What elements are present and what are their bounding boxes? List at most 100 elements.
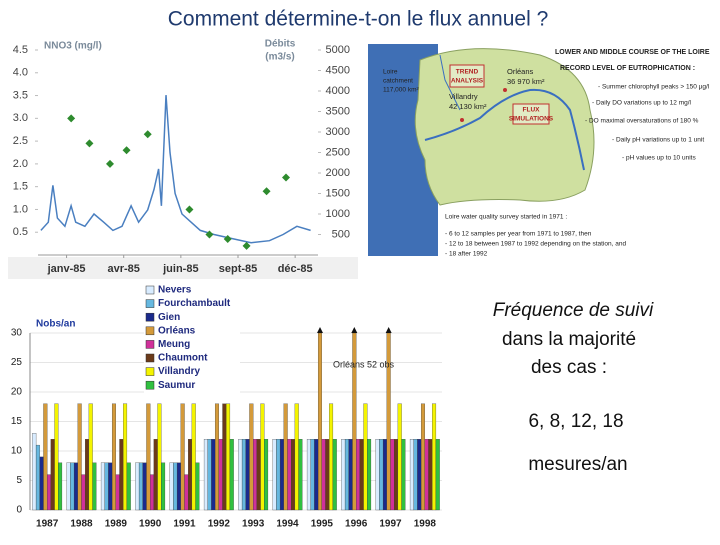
y-tick-label: 25: [11, 357, 23, 368]
y-tick-label: 4.5: [13, 44, 28, 56]
legend-label: Chaumont: [158, 353, 208, 364]
river: [439, 54, 461, 111]
catchment: [414, 48, 595, 206]
x-tick-label: juin-85: [162, 263, 198, 275]
river: [424, 88, 585, 171]
y2-axis-label: (m3/s): [265, 52, 294, 63]
map-bullet: - Daily DO variations up to 12 mg/l: [592, 100, 692, 107]
x-tick-label: 1989: [105, 519, 128, 530]
bar: [417, 439, 422, 511]
bar: [253, 439, 258, 511]
bar: [150, 474, 155, 511]
x-tick-label: 1993: [242, 519, 265, 530]
bar: [180, 403, 185, 511]
y-axis-label: Nobs/an: [36, 319, 75, 330]
nitrate-point: [122, 146, 131, 155]
station: [503, 88, 507, 92]
bar: [279, 439, 284, 511]
nitrate-point: [205, 230, 214, 239]
map-label: 42 130 km²: [449, 102, 487, 111]
bar: [260, 403, 265, 511]
survey-note: - 12 to 18 between 1987 to 1992 dependin…: [445, 241, 626, 248]
bar: [306, 439, 311, 511]
y-tick-label: 30: [11, 328, 23, 339]
bar: [104, 462, 109, 511]
x-tick-label: janv-85: [47, 263, 86, 275]
bar: [272, 439, 277, 511]
overflow-arrow: [316, 327, 323, 333]
bar: [184, 474, 189, 511]
y-tick-label: 20: [11, 387, 23, 398]
bar: [146, 403, 151, 511]
x-tick-label: 1991: [173, 519, 196, 530]
nitrate-point: [85, 139, 94, 148]
x-tick-label: 1995: [311, 519, 334, 530]
bar: [317, 332, 322, 511]
x-tick-label: avr-85: [108, 263, 140, 275]
legend-swatch: [145, 312, 155, 322]
bar: [66, 462, 71, 511]
nitrate-point: [223, 235, 232, 244]
survey-note: - 6 to 12 samples per year from 1971 to …: [445, 231, 592, 238]
y2-tick-label: 3000: [326, 126, 350, 138]
text-line: Fréquence de suivi: [493, 300, 654, 321]
y2-tick-label: 2000: [326, 167, 350, 179]
legend-swatch: [145, 285, 155, 295]
bar: [43, 403, 48, 511]
y2-tick-label: 3500: [326, 105, 350, 117]
map-label: Loire: [383, 69, 398, 76]
bar: [238, 439, 243, 511]
bar: [92, 462, 97, 511]
y-tick-label: 1.5: [13, 181, 28, 193]
bar: [276, 439, 281, 511]
bar: [310, 439, 315, 511]
y2-tick-label: 1500: [326, 187, 350, 199]
nitrate-point: [143, 130, 152, 139]
bar: [397, 403, 402, 511]
bar: [245, 439, 250, 511]
bar: [428, 439, 433, 511]
bar: [256, 439, 261, 511]
flow-line: [40, 95, 311, 244]
bar: [401, 439, 406, 511]
nitrate-point: [106, 159, 114, 168]
bar: [115, 474, 120, 511]
overflow-arrow: [385, 327, 392, 333]
legend-swatch: [145, 299, 155, 308]
annotation: Orléans 52 obs: [333, 359, 395, 369]
y2-tick-label: 2500: [326, 146, 350, 158]
bar: [390, 439, 395, 511]
legend-label: Fourchambault: [158, 298, 231, 309]
bar: [356, 439, 361, 511]
y2-tick-label: 500: [332, 228, 350, 240]
nitrate-point: [262, 187, 271, 196]
y-tick-label: 15: [11, 416, 23, 427]
bar: [161, 462, 166, 511]
bar: [367, 439, 372, 511]
bar: [294, 403, 299, 511]
bar: [157, 403, 162, 511]
bar: [32, 433, 37, 511]
legend-label: Orléans: [158, 325, 196, 336]
legend-label: Gien: [158, 312, 180, 323]
bar: [85, 439, 90, 511]
x-tick-label: 1988: [70, 519, 93, 530]
bar: [264, 439, 269, 511]
x-axis-band: [8, 257, 358, 279]
bar: [88, 403, 93, 511]
bar: [39, 456, 44, 511]
x-tick-label: 1990: [139, 519, 162, 530]
bar: [126, 462, 131, 511]
y-tick-label: 10: [11, 446, 23, 457]
bar: [409, 439, 414, 511]
legend-label: Saumur: [158, 380, 195, 391]
map-bullet: - Summer chlorophyll peaks > 150 µg/l: [598, 84, 710, 91]
x-tick-label: 1996: [345, 519, 368, 530]
legend-swatch: [145, 353, 155, 363]
slide-title: Comment détermine-t-on le flux annuel ?: [168, 8, 549, 31]
x-tick-label: 1987: [36, 519, 59, 530]
bar: [108, 462, 113, 511]
bar: [341, 439, 346, 511]
bar: [375, 439, 380, 511]
y-tick-label: 0.5: [13, 226, 28, 238]
